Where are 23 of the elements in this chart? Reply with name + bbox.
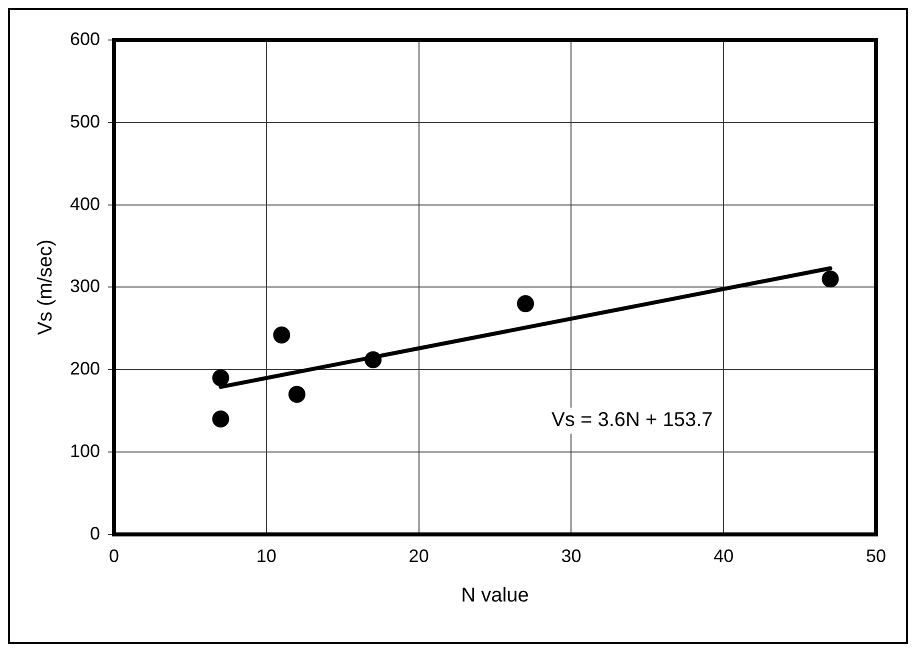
x-tick-label: 0 — [109, 546, 120, 566]
x-tick-label: 30 — [561, 546, 582, 566]
x-tick-label: 20 — [408, 546, 429, 566]
x-tick-label: 50 — [866, 546, 886, 566]
y-tick-label: 600 — [70, 28, 100, 49]
y-axis-title: Vs (m/sec) — [34, 239, 57, 335]
point — [364, 351, 382, 368]
y-tick-label: 400 — [70, 194, 100, 214]
x-tick-label: 40 — [714, 546, 734, 566]
point — [822, 270, 839, 288]
point — [516, 295, 534, 312]
annotation: Vs = 3.6N + 153.7 — [552, 409, 713, 432]
x-axis-title: N value — [461, 584, 529, 607]
point — [212, 369, 230, 386]
x-tick-label: 10 — [256, 546, 276, 566]
point — [288, 386, 306, 403]
y-tick-label: 300 — [70, 276, 100, 296]
y-tick-label: 100 — [70, 440, 100, 461]
point — [212, 410, 230, 428]
y-tick-label: 500 — [70, 111, 100, 132]
point — [273, 326, 290, 344]
y-tick-label: 0 — [90, 523, 100, 544]
y-tick-label: 200 — [70, 358, 100, 379]
